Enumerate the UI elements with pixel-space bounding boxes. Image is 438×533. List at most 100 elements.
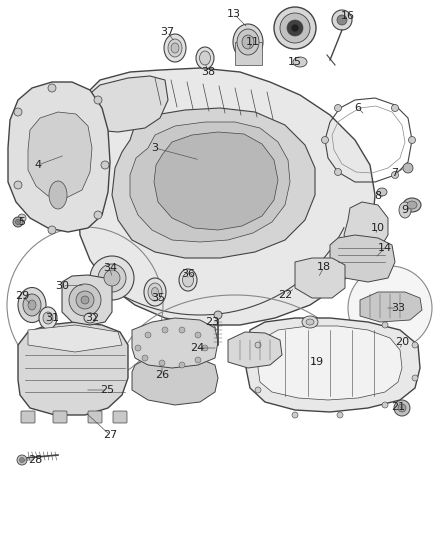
Polygon shape bbox=[130, 122, 290, 242]
Ellipse shape bbox=[23, 294, 41, 316]
Polygon shape bbox=[28, 325, 122, 352]
Ellipse shape bbox=[144, 278, 166, 306]
Circle shape bbox=[69, 284, 101, 316]
Text: 24: 24 bbox=[190, 343, 204, 353]
Polygon shape bbox=[8, 82, 110, 232]
Polygon shape bbox=[330, 235, 395, 282]
Circle shape bbox=[17, 455, 27, 465]
Text: 21: 21 bbox=[391, 402, 405, 412]
Ellipse shape bbox=[306, 319, 314, 325]
Polygon shape bbox=[132, 355, 218, 405]
FancyBboxPatch shape bbox=[113, 411, 127, 423]
Circle shape bbox=[332, 10, 352, 30]
Circle shape bbox=[81, 296, 89, 304]
Ellipse shape bbox=[183, 273, 194, 287]
Circle shape bbox=[20, 457, 25, 463]
Circle shape bbox=[14, 108, 22, 116]
Ellipse shape bbox=[39, 307, 57, 329]
Circle shape bbox=[335, 168, 342, 175]
Text: 20: 20 bbox=[395, 337, 409, 347]
Text: 11: 11 bbox=[246, 37, 260, 47]
Circle shape bbox=[398, 404, 406, 412]
Text: 16: 16 bbox=[341, 11, 355, 21]
Text: 6: 6 bbox=[354, 103, 361, 113]
Ellipse shape bbox=[377, 188, 387, 196]
Circle shape bbox=[94, 211, 102, 219]
Text: 18: 18 bbox=[317, 262, 331, 272]
Circle shape bbox=[145, 332, 151, 338]
Ellipse shape bbox=[171, 43, 179, 53]
Polygon shape bbox=[18, 322, 128, 415]
Circle shape bbox=[394, 400, 410, 416]
Circle shape bbox=[179, 362, 185, 368]
Circle shape bbox=[335, 104, 342, 111]
Ellipse shape bbox=[84, 313, 96, 323]
Circle shape bbox=[392, 172, 399, 179]
Ellipse shape bbox=[407, 201, 417, 209]
Ellipse shape bbox=[199, 51, 211, 65]
Text: 10: 10 bbox=[371, 223, 385, 233]
Ellipse shape bbox=[49, 181, 67, 209]
FancyBboxPatch shape bbox=[21, 411, 35, 423]
Circle shape bbox=[195, 332, 201, 338]
Circle shape bbox=[412, 375, 418, 381]
Ellipse shape bbox=[274, 7, 316, 49]
Text: 36: 36 bbox=[181, 269, 195, 279]
Circle shape bbox=[195, 357, 201, 363]
Circle shape bbox=[403, 163, 413, 173]
Text: 32: 32 bbox=[85, 313, 99, 323]
Circle shape bbox=[15, 220, 21, 224]
Text: 35: 35 bbox=[151, 293, 165, 303]
Ellipse shape bbox=[403, 198, 421, 212]
Circle shape bbox=[292, 412, 298, 418]
Ellipse shape bbox=[237, 29, 259, 55]
Text: 33: 33 bbox=[391, 303, 405, 313]
Ellipse shape bbox=[242, 35, 254, 49]
Circle shape bbox=[14, 181, 22, 189]
Circle shape bbox=[321, 136, 328, 143]
Circle shape bbox=[337, 15, 347, 25]
Ellipse shape bbox=[293, 57, 307, 67]
Circle shape bbox=[382, 322, 388, 328]
Text: 23: 23 bbox=[205, 317, 219, 327]
Ellipse shape bbox=[179, 269, 197, 291]
Circle shape bbox=[202, 345, 208, 351]
Polygon shape bbox=[344, 202, 388, 252]
Polygon shape bbox=[295, 258, 345, 298]
Ellipse shape bbox=[168, 39, 182, 57]
Circle shape bbox=[90, 256, 134, 300]
Text: 22: 22 bbox=[278, 290, 292, 300]
Circle shape bbox=[76, 291, 94, 309]
Polygon shape bbox=[258, 326, 402, 400]
Polygon shape bbox=[62, 275, 112, 325]
Circle shape bbox=[255, 342, 261, 348]
Circle shape bbox=[214, 311, 222, 319]
Ellipse shape bbox=[302, 316, 318, 328]
Circle shape bbox=[48, 84, 56, 92]
Text: 34: 34 bbox=[103, 263, 117, 273]
Ellipse shape bbox=[291, 24, 299, 32]
Text: 13: 13 bbox=[227, 9, 241, 19]
Circle shape bbox=[348, 266, 432, 350]
Circle shape bbox=[13, 217, 23, 227]
Text: 14: 14 bbox=[378, 243, 392, 253]
Ellipse shape bbox=[196, 47, 214, 69]
Polygon shape bbox=[246, 318, 420, 412]
Circle shape bbox=[255, 387, 261, 393]
Circle shape bbox=[409, 136, 416, 143]
Circle shape bbox=[48, 226, 56, 234]
Text: 8: 8 bbox=[374, 191, 381, 201]
Text: 28: 28 bbox=[28, 455, 42, 465]
Circle shape bbox=[159, 360, 165, 366]
Polygon shape bbox=[235, 42, 262, 65]
Text: 38: 38 bbox=[201, 67, 215, 77]
Text: 31: 31 bbox=[45, 313, 59, 323]
Ellipse shape bbox=[148, 283, 162, 301]
Circle shape bbox=[392, 104, 399, 111]
Circle shape bbox=[18, 214, 26, 222]
Circle shape bbox=[135, 345, 141, 351]
Text: 25: 25 bbox=[100, 385, 114, 395]
Circle shape bbox=[337, 412, 343, 418]
FancyBboxPatch shape bbox=[88, 411, 102, 423]
Text: 29: 29 bbox=[15, 291, 29, 301]
